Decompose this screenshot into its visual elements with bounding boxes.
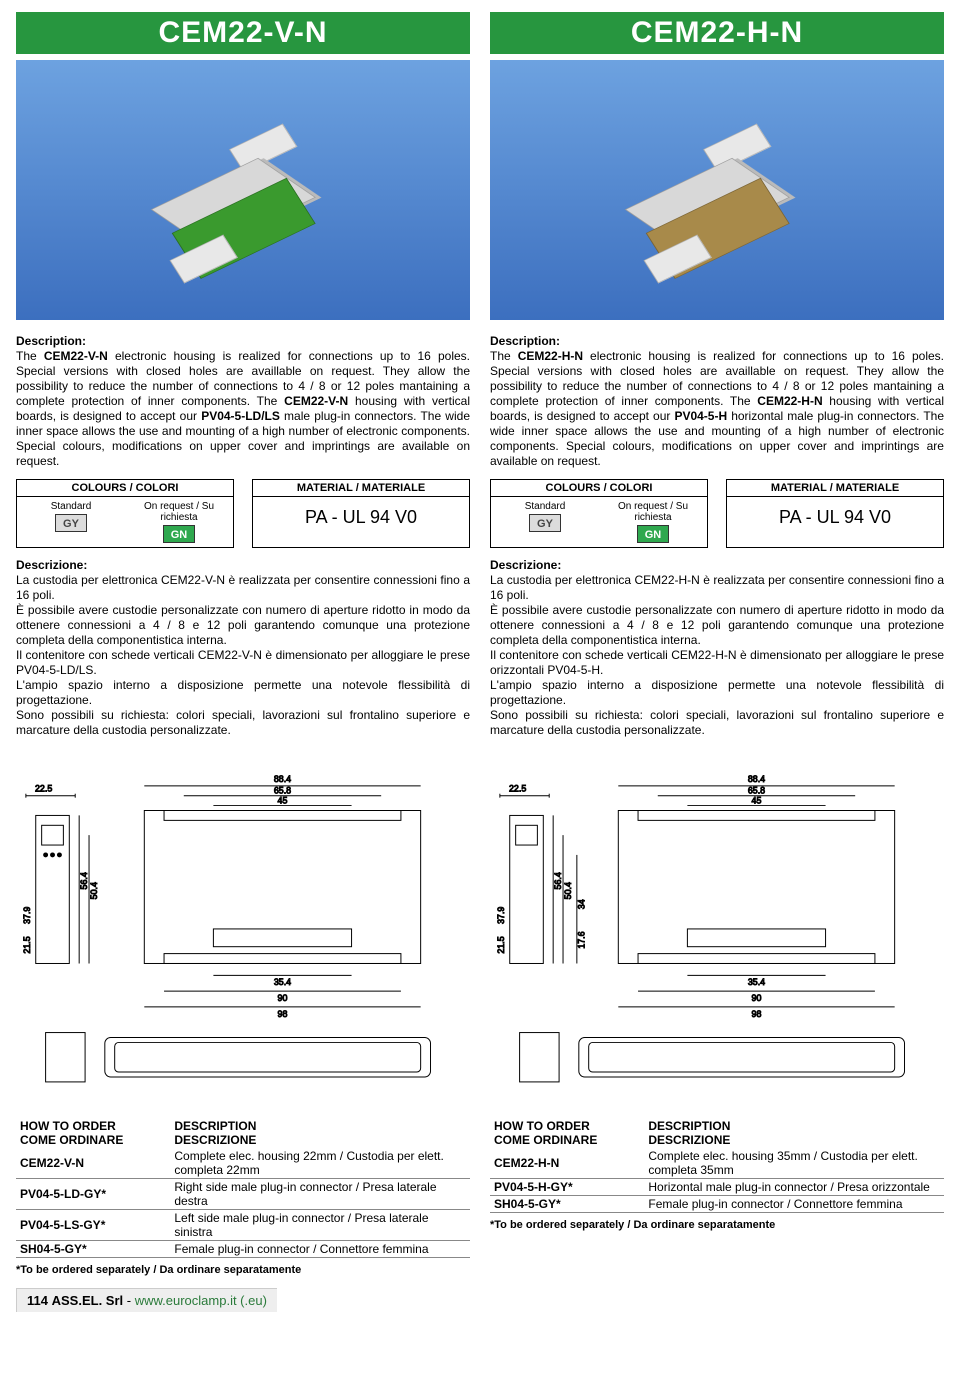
colours-box: COLOURS / COLORI Standard GY On request … [16, 479, 234, 548]
title-right: CEM22-H-N [490, 12, 944, 54]
table-row: SH04-5-GY*Female plug-in connector / Con… [16, 1241, 470, 1258]
desc-body: The CEM22-V-N electronic housing is real… [16, 349, 470, 469]
title-left: CEM22-V-N [16, 12, 470, 54]
material-box: MATERIAL / MATERIALE PA - UL 94 V0 [726, 479, 944, 548]
svg-text:37.9: 37.9 [22, 907, 32, 924]
swatch-gn: GN [637, 525, 669, 543]
tech-drawing-right: 22.5 56.4 50.4 37.9 21.5 34 17.6 88.4 65… [490, 754, 944, 1094]
tech-drawing-left: 22.5 56.4 50.4 37.9 21.5 88.4 65.8 45 [16, 754, 470, 1094]
swatch-gn: GN [163, 525, 195, 543]
description-it-left: Descrizione: La custodia per elettronica… [16, 558, 470, 738]
svg-text:98: 98 [752, 1009, 762, 1019]
colours-box: COLOURS / COLORI Standard GY On request … [490, 479, 708, 548]
svg-text:88.4: 88.4 [748, 774, 765, 784]
svg-text:50.4: 50.4 [89, 882, 99, 899]
svg-text:35.4: 35.4 [748, 977, 765, 987]
svg-text:90: 90 [752, 993, 762, 1003]
svg-text:17.6: 17.6 [577, 931, 587, 948]
swatch-gy: GY [55, 514, 87, 532]
left-column: CEM22-V-N Description: The CEM22-V-N ele… [16, 12, 470, 1276]
table-row: SH04-5-GY*Female plug-in connector / Con… [490, 1196, 944, 1213]
svg-text:65.8: 65.8 [274, 786, 291, 796]
table-row: CEM22-V-NComplete elec. housing 22mm / C… [16, 1148, 470, 1179]
order-table-right: HOW TO ORDERCOME ORDINARE DESCRIPTIONDES… [490, 1118, 944, 1213]
description-en-left: Description: The CEM22-V-N electronic ho… [16, 334, 470, 469]
order-footnote-right: *To be ordered separately / Da ordinare … [490, 1219, 944, 1231]
svg-text:45: 45 [752, 796, 762, 806]
svg-text:50.4: 50.4 [563, 882, 573, 899]
photo-left [16, 60, 470, 320]
svg-text:56.4: 56.4 [553, 872, 563, 889]
page-number: 114 [27, 1293, 48, 1308]
description-it-right: Descrizione: La custodia per elettronica… [490, 558, 944, 738]
table-row: PV04-5-H-GY*Horizontal male plug-in conn… [490, 1179, 944, 1196]
svg-text:21.5: 21.5 [496, 936, 506, 953]
svg-text:45: 45 [278, 796, 288, 806]
svg-text:22.5: 22.5 [509, 784, 526, 794]
table-row: PV04-5-LD-GY*Right side male plug-in con… [16, 1179, 470, 1210]
page-footer: 114 ASS.EL. Srl - www.euroclamp.it (.eu) [16, 1288, 944, 1312]
table-row: PV04-5-LS-GY*Left side male plug-in conn… [16, 1210, 470, 1241]
svg-text:88.4: 88.4 [274, 774, 291, 784]
svg-text:65.8: 65.8 [748, 786, 765, 796]
material-box: MATERIAL / MATERIALE PA - UL 94 V0 [252, 479, 470, 548]
svg-text:37.9: 37.9 [496, 907, 506, 924]
description-en-right: Description: The CEM22-H-N electronic ho… [490, 334, 944, 469]
svg-text:56.4: 56.4 [79, 872, 89, 889]
table-row: CEM22-H-NComplete elec. housing 35mm / C… [490, 1148, 944, 1179]
desc-body: The CEM22-H-N electronic housing is real… [490, 349, 944, 469]
info-row-right: COLOURS / COLORI Standard GY On request … [490, 479, 944, 548]
svg-text:35.4: 35.4 [274, 977, 291, 987]
svg-text:21.5: 21.5 [22, 936, 32, 953]
svg-text:90: 90 [278, 993, 288, 1003]
order-table-left: HOW TO ORDERCOME ORDINARE DESCRIPTIONDES… [16, 1118, 470, 1258]
svg-text:98: 98 [278, 1009, 288, 1019]
photo-right [490, 60, 944, 320]
info-row-left: COLOURS / COLORI Standard GY On request … [16, 479, 470, 548]
desc-label: Description: [16, 334, 86, 348]
right-column: CEM22-H-N Description: The CEM22-H-N ele… [490, 12, 944, 1276]
order-footnote-left: *To be ordered separately / Da ordinare … [16, 1264, 470, 1276]
footer-url: www.euroclamp.it (.eu) [135, 1293, 267, 1308]
company-name: ASS.EL. Srl [52, 1293, 124, 1308]
svg-text:22.5: 22.5 [35, 784, 52, 794]
desc-label: Description: [490, 334, 560, 348]
swatch-gy: GY [529, 514, 561, 532]
svg-text:34: 34 [577, 899, 587, 909]
